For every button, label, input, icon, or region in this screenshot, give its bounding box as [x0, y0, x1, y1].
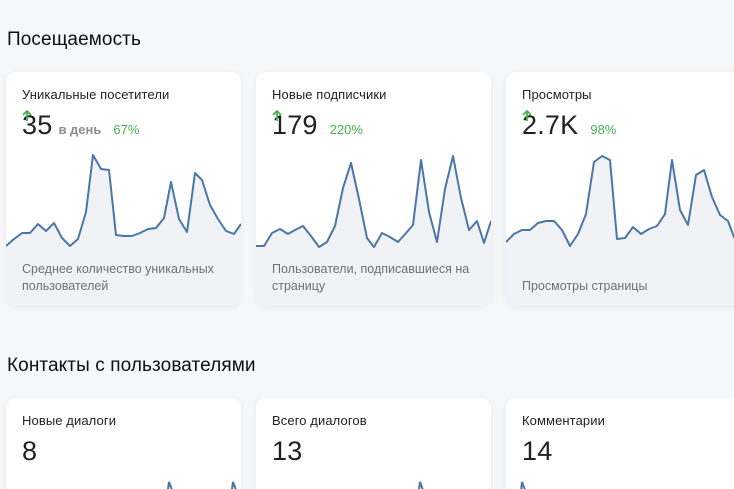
- card-value: 2.7K: [522, 110, 579, 140]
- unique-visitors-chart: [6, 154, 241, 305]
- card-value-row: 2.7K 98%: [522, 110, 616, 141]
- card-value: 13: [272, 436, 303, 466]
- card-description: Среднее количество уникальных пользовате…: [22, 262, 214, 293]
- card-title: Новые диалоги: [22, 413, 117, 428]
- card-description: Просмотры страницы: [522, 279, 648, 293]
- card-new-dialogs[interactable]: Новые диалоги 8: [6, 398, 241, 489]
- card-unit: в день: [58, 122, 102, 137]
- trend-badge: 67%: [22, 110, 140, 137]
- card-value: 14: [522, 436, 553, 466]
- card-value-row: 179 220%: [272, 110, 363, 141]
- card-title: Уникальные посетители: [22, 87, 170, 102]
- arrow-up-icon: [22, 110, 32, 121]
- card-title: Новые подписчики: [272, 87, 387, 102]
- arrow-up-icon: [272, 110, 282, 121]
- card-comments[interactable]: Комментарии 14: [506, 398, 734, 489]
- section-title-user-contacts: Контакты с пользователями: [7, 355, 256, 376]
- trend-badge: 220%: [272, 110, 363, 137]
- card-unique-visitors[interactable]: Уникальные посетители 35 в день 67% Сред…: [6, 72, 241, 305]
- card-value-row: 8: [22, 436, 37, 467]
- card-title: Всего диалогов: [272, 413, 367, 428]
- card-description: Пользователи, подписавшиеся на страницу: [272, 262, 470, 293]
- new-subscribers-chart: [256, 155, 491, 305]
- new-dialogs-chart: [167, 481, 237, 489]
- total-dialogs-chart: [418, 481, 424, 489]
- arrow-up-icon: [522, 110, 532, 121]
- page-views-chart: [506, 155, 734, 305]
- section-title-attendance: Посещаемость: [7, 29, 141, 50]
- card-value-row: 14: [522, 436, 552, 467]
- card-title: Комментарии: [522, 413, 605, 428]
- trend-value: 98%: [590, 122, 617, 137]
- card-value: 179: [272, 110, 318, 140]
- card-new-subscribers[interactable]: Новые подписчики 179 220% Пользователи, …: [256, 72, 491, 305]
- trend-value: 67%: [113, 122, 140, 137]
- trend-badge: 98%: [522, 110, 617, 137]
- card-total-dialogs[interactable]: Всего диалогов 13: [256, 398, 491, 489]
- comments-chart: [520, 481, 526, 489]
- card-title: Просмотры: [522, 87, 592, 102]
- card-value-row: 13: [272, 436, 302, 467]
- card-value-row: 35 в день 67%: [22, 110, 139, 141]
- trend-value: 220%: [329, 122, 363, 137]
- card-page-views[interactable]: Просмотры 2.7K 98% Просмотры страницы: [506, 72, 734, 305]
- card-value: 8: [22, 436, 38, 466]
